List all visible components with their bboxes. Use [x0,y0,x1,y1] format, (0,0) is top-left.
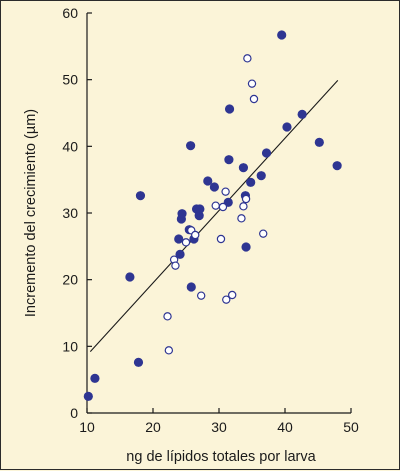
axes [86,13,351,414]
y-ticks: 0 10 20 30 40 50 60 [62,5,92,421]
y-tick-label: 0 [70,405,78,421]
filled-point [261,148,272,158]
open-point [163,312,172,321]
x-tick-label: 40 [277,419,293,435]
x-ticks: 10 20 30 40 50 [79,408,359,435]
filled-point [277,30,287,40]
filled-point [133,357,144,367]
y-tick-label: 30 [62,205,78,221]
x-tick-label: 10 [79,419,95,435]
data-points [83,30,342,401]
open-point [249,94,259,104]
open-point [237,214,246,223]
open-point [243,54,252,63]
open-point [218,202,228,212]
filled-point [195,204,205,214]
open-point [259,229,268,238]
filled-point [282,122,292,132]
filled-point [246,177,256,187]
open-point [191,230,200,240]
filled-point [297,109,307,119]
filled-point [238,163,249,173]
open-point [216,234,226,244]
filled-point [186,282,196,292]
y-tick-label: 50 [62,72,78,88]
filled-point [186,141,196,151]
open-point [211,201,220,210]
filled-point [174,234,184,244]
filled-point [314,137,324,147]
filled-point [224,155,234,165]
filled-point [90,373,100,383]
filled-point [177,209,187,219]
filled-point [125,272,135,282]
y-tick-label: 60 [62,5,78,21]
filled-point [175,249,185,259]
filled-point [256,171,266,181]
open-point [241,194,251,204]
open-point [239,202,248,211]
trend-line [89,79,339,353]
x-axis-title: ng de lípidos totales por larva [126,449,316,465]
y-tick-label: 10 [62,338,78,354]
open-point [181,238,191,247]
filled-point [241,242,251,252]
open-point [221,187,230,196]
filled-point [332,161,342,171]
filled-point [83,391,93,401]
open-point [164,346,174,355]
filled-point [224,104,235,114]
x-tick-label: 20 [145,419,161,435]
open-point [247,79,257,88]
y-axis-title: Incremento del crecimiento (µm) [23,109,39,317]
filled-point [203,176,213,186]
y-tick-label: 20 [62,272,78,288]
open-point [222,295,231,304]
open-point [196,291,206,300]
open-point [227,290,237,300]
x-tick-label: 30 [211,419,227,435]
filled-point [209,182,219,192]
open-point [171,261,180,270]
x-tick-label: 50 [343,419,359,435]
y-tick-label: 40 [62,138,78,154]
filled-point [135,191,146,201]
